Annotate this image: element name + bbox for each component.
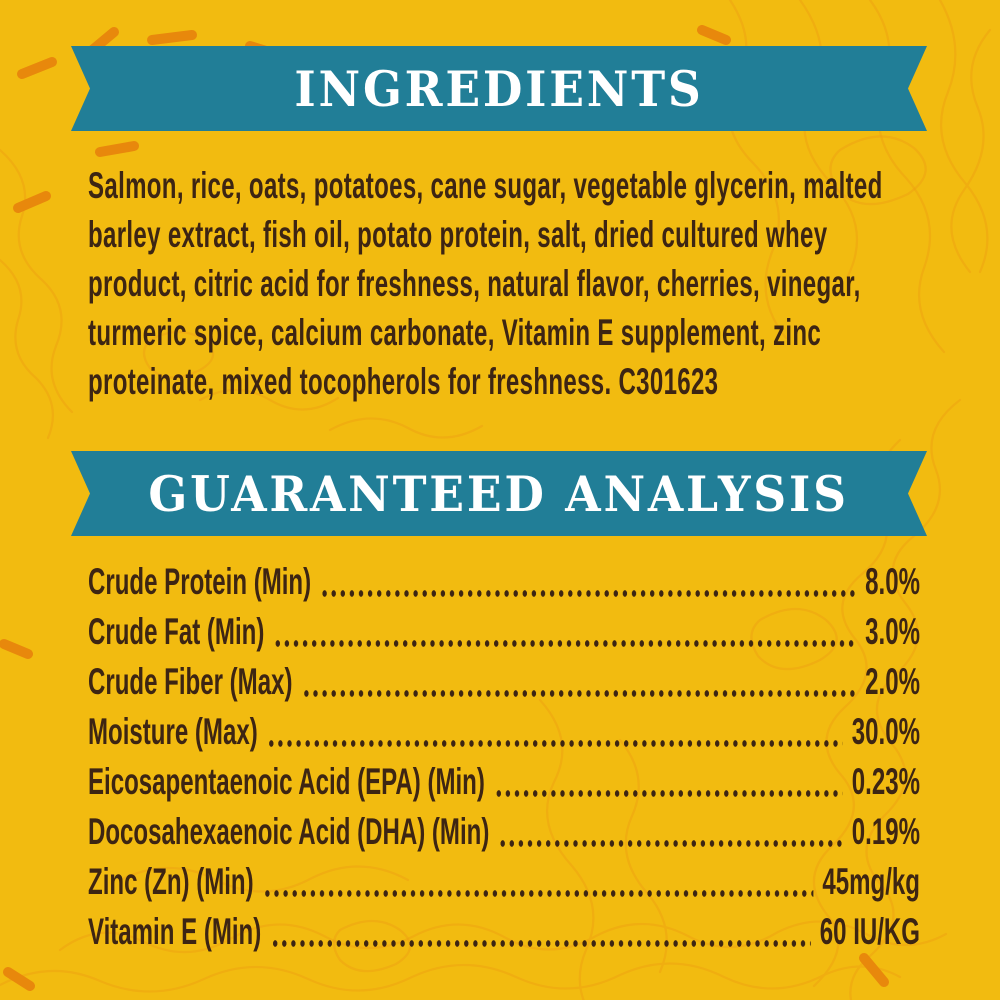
dot-leader: [493, 790, 843, 797]
analysis-row-value: 3.0%: [865, 611, 920, 652]
analysis-row-label: Eicosapentaenoic Acid (EPA) (Min): [88, 761, 485, 802]
ingredients-text: Salmon, rice, oats, potatoes, cane sugar…: [88, 161, 952, 406]
analysis-row-label: Moisture (Max): [88, 711, 258, 752]
dot-leader: [301, 690, 857, 697]
analysis-row: Crude Fiber (Max) 2.0%: [88, 657, 920, 707]
analysis-row-value: 0.19%: [851, 811, 920, 852]
analysis-row: Moisture (Max) 30.0%: [88, 707, 920, 757]
analysis-row-value: 45mg/kg: [822, 861, 920, 902]
ingredients-banner: INGREDIENTS: [71, 46, 927, 131]
analysis-row-value: 8.0%: [865, 561, 920, 602]
analysis-row: Vitamin E (Min) 60 IU/KG: [88, 907, 920, 957]
analysis-row-label: Vitamin E (Min): [88, 911, 262, 952]
analysis-row: Zinc (Zn) (Min) 45mg/kg: [88, 857, 920, 907]
dot-leader: [270, 940, 811, 947]
analysis-row: Crude Fat (Min) 3.0%: [88, 607, 920, 657]
analysis-row: Crude Protein (Min) 8.0%: [88, 557, 920, 607]
analysis-row-label: Crude Protein (Min): [88, 561, 312, 602]
ingredients-line: product, citric acid for freshness, natu…: [88, 263, 861, 304]
guaranteed-analysis-table: Crude Protein (Min) 8.0% Crude Fat (Min)…: [88, 557, 920, 957]
analysis-row-label: Docosahexaenoic Acid (DHA) (Min): [88, 811, 490, 852]
ingredients-title: INGREDIENTS: [294, 59, 704, 118]
guaranteed-analysis-banner: GUARANTEED ANALYSIS: [71, 451, 927, 536]
ingredients-line: Salmon, rice, oats, potatoes, cane sugar…: [88, 165, 883, 206]
dot-leader: [273, 640, 857, 647]
dot-leader: [262, 890, 814, 897]
analysis-row: Docosahexaenoic Acid (DHA) (Min) 0.19%: [88, 807, 920, 857]
ingredients-line: turmeric spice, calcium carbonate, Vitam…: [88, 312, 822, 353]
analysis-row: Eicosapentaenoic Acid (EPA) (Min) 0.23%: [88, 757, 920, 807]
ingredients-line: barley extract, fish oil, potato protein…: [88, 214, 828, 255]
analysis-row-label: Zinc (Zn) (Min): [88, 861, 254, 902]
dot-leader: [320, 590, 857, 597]
dot-leader: [498, 840, 843, 847]
analysis-row-value: 0.23%: [851, 761, 920, 802]
analysis-row-value: 60 IU/KG: [819, 911, 920, 952]
analysis-row-value: 30.0%: [851, 711, 920, 752]
guaranteed-analysis-title: GUARANTEED ANALYSIS: [148, 464, 850, 523]
dot-leader: [266, 740, 843, 747]
analysis-row-label: Crude Fat (Min): [88, 611, 265, 652]
analysis-row-value: 2.0%: [865, 661, 920, 702]
ingredients-line: proteinate, mixed tocopherols for freshn…: [88, 361, 719, 402]
analysis-row-label: Crude Fiber (Max): [88, 661, 293, 702]
